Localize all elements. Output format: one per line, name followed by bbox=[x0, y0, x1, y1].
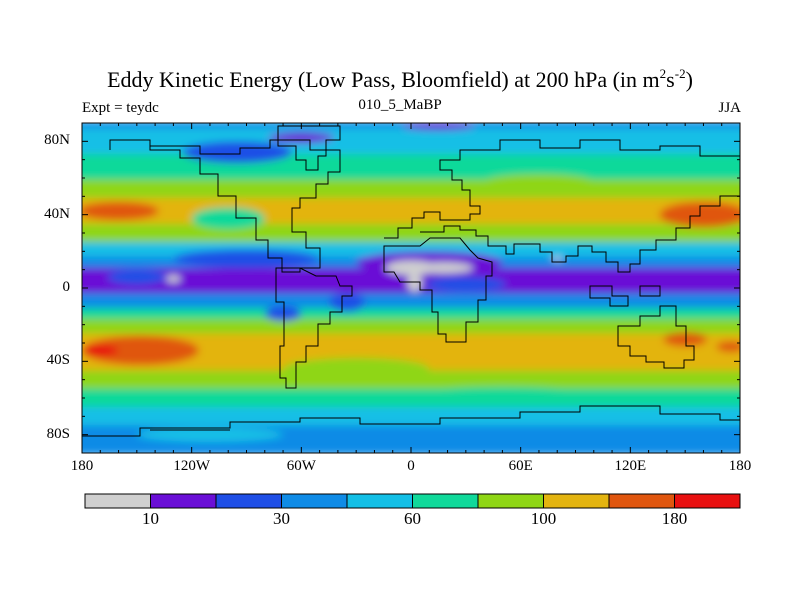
contour-feature bbox=[283, 357, 430, 380]
y-tick-label: 40S bbox=[46, 352, 70, 369]
contour-feature bbox=[716, 341, 740, 353]
colorbar-swatch bbox=[84, 493, 151, 509]
colorbar-swatch bbox=[608, 493, 675, 509]
x-tick-label: 120E bbox=[614, 458, 647, 474]
contour-feature bbox=[411, 387, 594, 402]
contour-feature bbox=[136, 427, 284, 442]
y-tick-label: 0 bbox=[62, 279, 71, 295]
contour-feature bbox=[372, 179, 432, 195]
x-tick-label: 0 bbox=[407, 458, 415, 474]
colorbar-swatch bbox=[150, 493, 217, 509]
colorbar-label: 30 bbox=[273, 509, 290, 528]
coastline-south-america bbox=[275, 267, 353, 389]
colorbar-swatch bbox=[215, 493, 282, 509]
coastline-eurasia bbox=[384, 139, 740, 273]
coastline-southeast-asia bbox=[589, 285, 661, 307]
y-tick-label: 80N bbox=[44, 132, 70, 149]
contour-feature bbox=[191, 207, 265, 230]
colorbar-label: 100 bbox=[530, 509, 557, 528]
contour-field bbox=[82, 123, 740, 453]
contour-feature bbox=[166, 275, 181, 283]
contour-band bbox=[82, 293, 740, 312]
plot-title: Eddy Kinetic Energy (Low Pass, Bloomfiel… bbox=[107, 66, 693, 92]
x-tick-label: 180 bbox=[70, 458, 94, 474]
coastline-antarctica bbox=[82, 405, 740, 437]
x-tick-label: 180 bbox=[728, 458, 752, 474]
contour-feature bbox=[182, 141, 293, 164]
colorbar-swatch bbox=[281, 493, 348, 509]
contour-feature bbox=[82, 335, 199, 366]
contour-band bbox=[82, 407, 740, 430]
colorbar-swatch bbox=[412, 493, 479, 509]
coastline-australia bbox=[617, 305, 695, 369]
coastline-north-america bbox=[109, 139, 341, 273]
contour-feature bbox=[414, 262, 474, 274]
colorbar-label: 10 bbox=[142, 509, 159, 528]
contour-feature bbox=[82, 344, 119, 356]
colorbar-swatch bbox=[477, 493, 544, 509]
colorbar-label: 180 bbox=[661, 509, 688, 528]
colorbar bbox=[84, 493, 741, 509]
x-tick-label: 120W bbox=[173, 458, 210, 474]
contour-band bbox=[82, 128, 740, 158]
run-label: 010_5_MaBP bbox=[358, 97, 442, 113]
coastlines bbox=[82, 125, 740, 437]
contour-feature bbox=[663, 332, 708, 347]
contour-band bbox=[82, 154, 740, 184]
contour-band bbox=[82, 370, 740, 393]
colorbar-swatch bbox=[346, 493, 413, 509]
coastline-africa bbox=[383, 237, 493, 343]
contour-feature bbox=[548, 267, 713, 294]
contour-feature bbox=[425, 277, 507, 292]
contour-feature bbox=[401, 123, 475, 131]
contour-feature bbox=[264, 306, 302, 321]
contour-feature bbox=[82, 201, 159, 221]
contour-feature bbox=[551, 256, 563, 261]
y-tick-label: 80S bbox=[46, 425, 70, 442]
x-tick-label: 60E bbox=[508, 458, 533, 474]
axis-ticks bbox=[81, 122, 741, 454]
contour-band bbox=[82, 198, 740, 228]
contour-feature bbox=[484, 174, 594, 190]
contour-band bbox=[82, 319, 740, 338]
colorbar-label: 60 bbox=[404, 509, 421, 528]
experiment-label: Expt = teydc bbox=[82, 100, 159, 116]
contour-feature bbox=[107, 269, 167, 285]
colorbar-swatch bbox=[543, 493, 610, 509]
coastline-greenland bbox=[277, 125, 341, 171]
season-label: JJA bbox=[718, 100, 741, 116]
x-tick-label: 60W bbox=[286, 458, 316, 474]
y-tick-label: 40N bbox=[44, 205, 70, 222]
colorbar-swatch bbox=[674, 493, 741, 509]
contour-feature bbox=[328, 293, 366, 312]
contour-feature bbox=[173, 249, 320, 268]
contour-band bbox=[82, 223, 740, 246]
